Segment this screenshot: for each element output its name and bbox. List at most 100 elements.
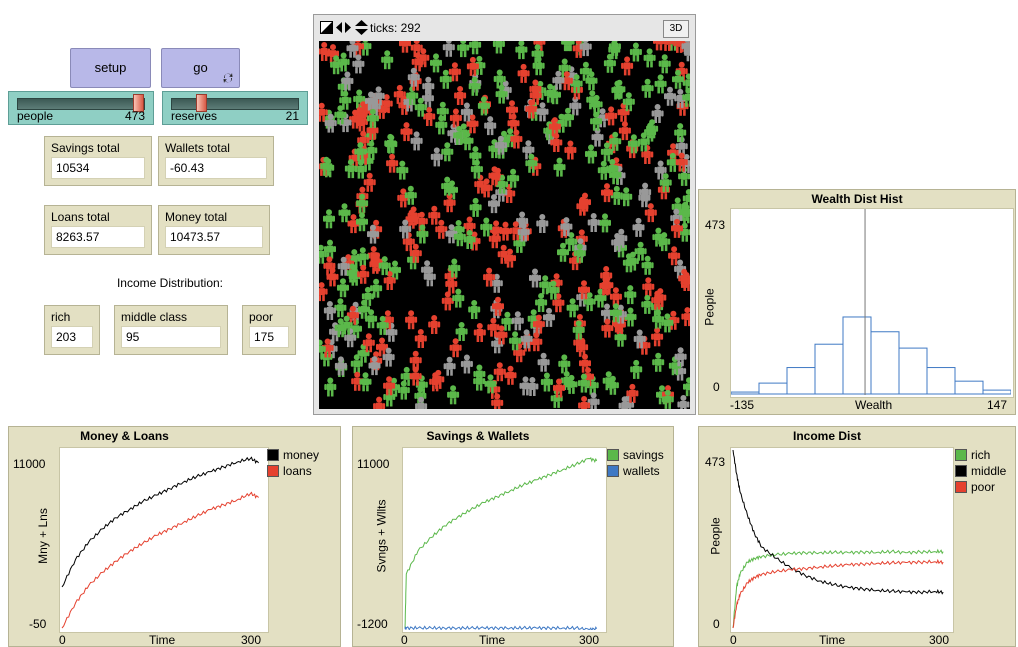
slider-thumb[interactable] bbox=[196, 94, 208, 112]
monitor-value: 95 bbox=[121, 326, 221, 348]
person-agent bbox=[393, 84, 406, 104]
people-slider[interactable]: people 473 bbox=[8, 91, 154, 125]
person-agent bbox=[654, 160, 667, 180]
person-agent bbox=[346, 41, 359, 58]
x-max-tick: 300 bbox=[929, 633, 950, 647]
person-agent bbox=[443, 356, 456, 376]
person-agent bbox=[477, 96, 490, 116]
world-canvas[interactable] bbox=[319, 41, 690, 409]
person-agent bbox=[466, 56, 479, 76]
person-agent bbox=[608, 41, 621, 56]
person-agent bbox=[547, 280, 560, 300]
person-agent bbox=[624, 285, 637, 305]
person-agent bbox=[324, 113, 337, 133]
person-agent bbox=[553, 378, 565, 398]
go-button[interactable]: go bbox=[161, 48, 240, 88]
person-agent bbox=[453, 227, 466, 247]
person-agent bbox=[682, 87, 690, 107]
person-agent bbox=[449, 108, 462, 128]
person-agent bbox=[600, 142, 613, 162]
person-agent bbox=[529, 268, 541, 288]
person-agent bbox=[535, 293, 548, 312]
person-agent bbox=[674, 123, 687, 143]
person-agent bbox=[543, 307, 555, 327]
person-agent bbox=[587, 213, 600, 232]
slider-thumb[interactable] bbox=[133, 94, 145, 112]
person-agent bbox=[355, 112, 368, 132]
histogram-bar bbox=[926, 367, 956, 395]
x-min-tick: 0 bbox=[730, 633, 737, 647]
up-down-arrows-icon[interactable] bbox=[354, 20, 369, 35]
person-agent bbox=[376, 315, 389, 335]
person-agent bbox=[369, 254, 382, 274]
person-agent bbox=[601, 318, 614, 338]
person-agent bbox=[651, 327, 664, 347]
person-agent bbox=[675, 152, 688, 172]
person-agent bbox=[445, 224, 458, 244]
income-distribution-note: Income Distribution: bbox=[116, 276, 224, 290]
person-agent bbox=[536, 214, 549, 233]
person-agent bbox=[578, 280, 590, 300]
person-agent bbox=[410, 41, 423, 58]
person-agent bbox=[651, 104, 664, 123]
slider-label: people bbox=[17, 109, 54, 123]
person-agent bbox=[565, 374, 578, 394]
x-max-tick: 147 bbox=[987, 398, 1008, 412]
person-agent bbox=[370, 278, 383, 298]
series-line-wallets bbox=[404, 625, 598, 633]
y-axis-label: People bbox=[702, 288, 717, 326]
reserves-slider[interactable]: reserves 21 bbox=[162, 91, 308, 125]
person-agent bbox=[466, 114, 479, 134]
person-agent bbox=[347, 214, 360, 234]
person-agent bbox=[469, 41, 482, 55]
person-agent bbox=[620, 187, 633, 207]
person-agent bbox=[495, 84, 508, 104]
legend-item: wallets bbox=[607, 463, 664, 479]
legend-label: middle bbox=[971, 464, 1007, 478]
legend-swatch bbox=[607, 465, 619, 477]
legend-label: rich bbox=[971, 448, 991, 462]
series-line-poor bbox=[732, 558, 944, 629]
person-agent bbox=[399, 41, 411, 53]
person-agent bbox=[323, 209, 335, 229]
left-right-arrows-icon[interactable] bbox=[336, 21, 351, 34]
3d-view-button[interactable]: 3D bbox=[663, 20, 689, 38]
person-agent bbox=[337, 52, 350, 72]
person-agent bbox=[613, 79, 626, 99]
person-agent bbox=[537, 352, 550, 372]
person-agent bbox=[337, 278, 349, 298]
person-agent bbox=[552, 293, 565, 313]
ticks-counter: ticks: 292 bbox=[370, 21, 421, 35]
wallets-total-monitor: Wallets total -60.43 bbox=[158, 136, 274, 186]
person-agent bbox=[587, 392, 600, 409]
person-agent bbox=[414, 329, 427, 348]
person-agent bbox=[480, 217, 493, 237]
forever-arrows-icon bbox=[223, 73, 233, 83]
savings-total-monitor: Savings total 10534 bbox=[44, 136, 152, 186]
person-agent bbox=[372, 86, 385, 106]
person-agent bbox=[511, 311, 524, 331]
person-agent bbox=[659, 173, 672, 193]
person-agent bbox=[435, 115, 448, 135]
histogram-bar bbox=[898, 347, 928, 395]
monitor-value: 8263.57 bbox=[51, 226, 145, 248]
person-agent bbox=[579, 41, 592, 57]
person-agent bbox=[484, 374, 497, 394]
person-agent bbox=[368, 356, 381, 376]
slider-track[interactable] bbox=[17, 98, 145, 110]
person-agent bbox=[683, 377, 690, 397]
histogram-canvas bbox=[730, 209, 1012, 395]
plot-area bbox=[730, 447, 954, 633]
legend-swatch bbox=[607, 449, 619, 461]
person-agent bbox=[488, 194, 500, 214]
person-agent bbox=[366, 108, 379, 128]
edit-icon[interactable] bbox=[320, 21, 333, 34]
plot-title: Savings & Wallets bbox=[426, 429, 530, 443]
person-agent bbox=[460, 102, 473, 122]
person-agent bbox=[504, 365, 517, 385]
person-agent bbox=[495, 325, 508, 345]
person-agent bbox=[415, 396, 428, 409]
person-agent bbox=[585, 144, 597, 164]
setup-button[interactable]: setup bbox=[70, 48, 151, 88]
person-agent bbox=[560, 217, 573, 237]
